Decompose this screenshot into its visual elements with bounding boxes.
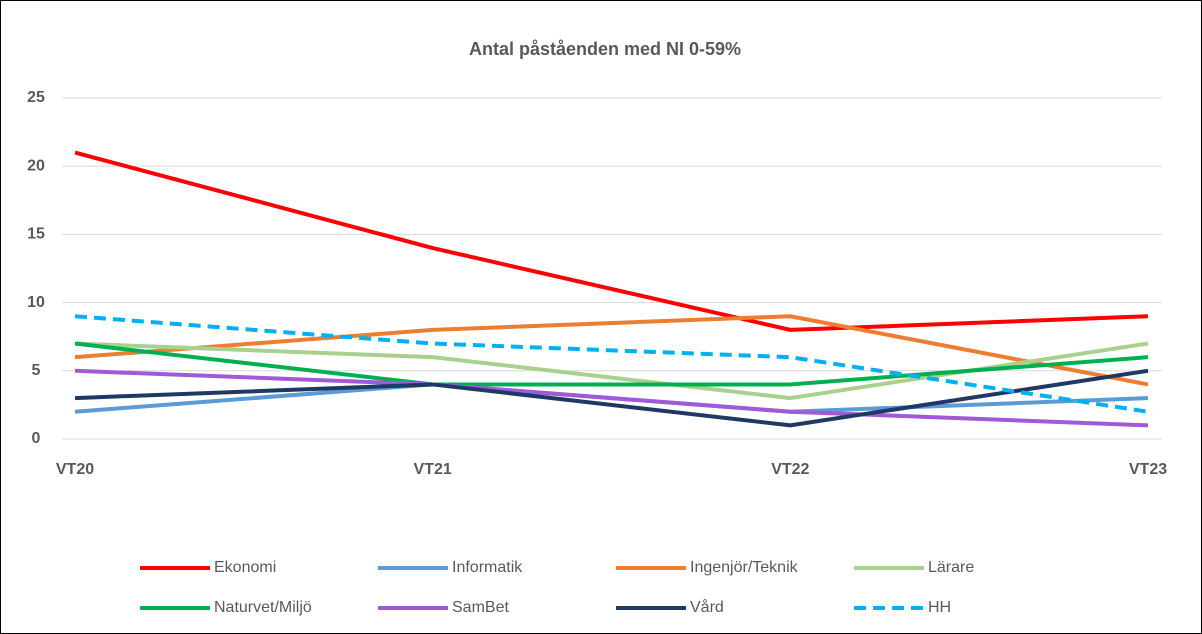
series-line [74, 368, 1149, 428]
legend-label: Ingenjör/Teknik [690, 559, 799, 576]
y-tick-label: 15 [27, 226, 45, 243]
legend-label: SamBet [452, 599, 509, 616]
legend-label: Lärare [928, 559, 974, 576]
legend-label: Ekonomi [214, 559, 276, 576]
x-tick-label: VT20 [56, 461, 94, 478]
y-tick-label: 10 [27, 294, 45, 311]
legend-label: Naturvet/Miljö [214, 599, 312, 616]
series-line [74, 314, 1149, 414]
y-tick-label: 20 [27, 157, 45, 174]
x-tick-label: VT21 [414, 461, 452, 478]
legend-label: HH [928, 599, 951, 616]
legend-label: Vård [690, 598, 724, 616]
y-tick-label: 25 [27, 89, 45, 106]
series-line [74, 150, 1149, 332]
series-line [74, 314, 1149, 387]
y-tick-label: 5 [32, 362, 41, 379]
series-line [74, 341, 1149, 387]
x-tick-label: VT22 [771, 461, 809, 478]
series-line [74, 368, 1149, 428]
legend-label: Informatik [452, 559, 523, 576]
x-tick-label: VT23 [1129, 461, 1167, 478]
y-tick-label: 0 [32, 430, 41, 447]
chart-title: Antal påståenden med NI 0-59% [469, 39, 741, 59]
